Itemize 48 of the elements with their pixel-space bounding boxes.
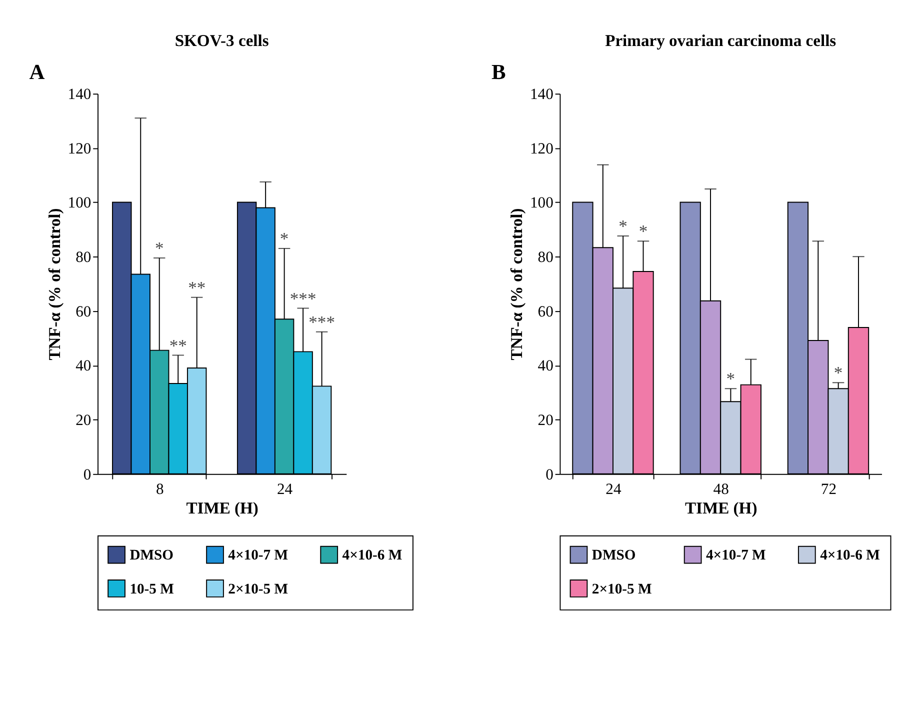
y-tick-label: 80 bbox=[76, 248, 92, 266]
y-tick-label: 120 bbox=[530, 140, 554, 158]
y-tick-label: 140 bbox=[68, 86, 92, 103]
legend-label: DMSO bbox=[592, 548, 636, 564]
x-axis-title: TIME (H) bbox=[186, 498, 258, 518]
x-tick-label: 24 bbox=[277, 480, 293, 498]
x-tick-label: 72 bbox=[820, 480, 837, 498]
annotation: ** bbox=[188, 277, 206, 298]
text: A bbox=[29, 60, 46, 84]
y-tick-label: 60 bbox=[76, 303, 92, 320]
y-tick-label: 140 bbox=[530, 86, 554, 103]
chart-title: Primary ovarian carcinoma cells bbox=[605, 30, 837, 50]
legend-label: 4×10-6 M bbox=[820, 548, 880, 564]
data-label: * bbox=[618, 216, 628, 236]
y-axis-title: TNF-α (% of control) bbox=[507, 208, 526, 360]
data-label: * bbox=[834, 362, 843, 383]
legend-label: DMSO bbox=[130, 548, 174, 564]
legend-label: 2×10-5 M bbox=[228, 581, 288, 598]
data-label: *** bbox=[290, 288, 316, 308]
x-axis-title: TIME (H) bbox=[684, 498, 758, 518]
data-label: * bbox=[726, 368, 736, 389]
y-tick-label: 40 bbox=[538, 358, 554, 375]
data-label: ** bbox=[169, 335, 187, 356]
y-tick-label: 40 bbox=[76, 358, 92, 375]
legend-label: 4×10-7 M bbox=[228, 548, 288, 564]
annotation: * bbox=[154, 238, 164, 258]
y-tick-label: 20 bbox=[76, 412, 92, 429]
y-axis-title: TNF-α (% of control) bbox=[44, 208, 64, 360]
x-tick-label: 8 bbox=[156, 480, 164, 498]
y-tick-label: 120 bbox=[68, 140, 92, 158]
x-tick-label: 48 bbox=[713, 480, 730, 498]
y-tick-label: 0 bbox=[546, 466, 554, 484]
y-tick-label: 60 bbox=[538, 303, 554, 320]
legend-label: 2×10-5 M bbox=[592, 581, 652, 598]
y-tick-label: 100 bbox=[530, 194, 554, 212]
annotation: * bbox=[280, 228, 289, 249]
y-tick-label: 20 bbox=[538, 412, 554, 429]
y-tick-label: 80 bbox=[538, 248, 554, 266]
legend-label: 4×10-7 M bbox=[706, 548, 766, 564]
legend-label: 10-5 M bbox=[130, 581, 174, 598]
y-tick-label: 0 bbox=[83, 466, 92, 484]
text: B bbox=[491, 60, 506, 84]
legend-label: 4×10-6 M bbox=[342, 548, 402, 564]
x-tick-label: 24 bbox=[606, 480, 622, 498]
chart-title: SKOV-3 cells bbox=[174, 30, 270, 50]
data-label: * bbox=[638, 221, 648, 242]
y-tick-label: 100 bbox=[68, 194, 92, 212]
data-label: *** bbox=[308, 312, 335, 332]
